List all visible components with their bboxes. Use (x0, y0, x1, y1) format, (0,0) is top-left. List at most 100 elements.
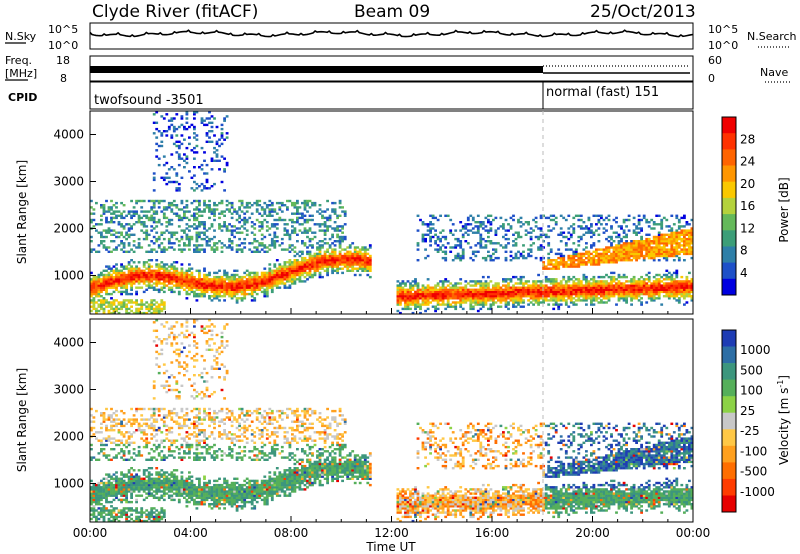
power-cell (627, 290, 631, 294)
power-cell (622, 286, 626, 289)
power-cell (112, 269, 116, 272)
power-cell (637, 214, 641, 217)
power-cell (665, 242, 669, 245)
power-cell (230, 282, 234, 285)
power-cell (474, 225, 478, 228)
power-cell (677, 227, 681, 230)
power-cell (120, 216, 123, 220)
power-cell (210, 246, 214, 249)
power-cell (610, 288, 613, 291)
power-cell (326, 256, 329, 260)
power-cell (683, 252, 686, 256)
velocity-cell (105, 443, 108, 447)
power-cell (424, 237, 427, 241)
power-cell (105, 275, 108, 279)
power-cell (225, 278, 229, 281)
velocity-cell (95, 488, 98, 491)
velocity-cell (112, 473, 116, 476)
power-cell (358, 256, 362, 260)
power-cell (507, 229, 510, 232)
power-cell (240, 225, 244, 228)
power-cell (552, 280, 556, 283)
power-cell (635, 256, 638, 260)
power-cell (270, 214, 274, 217)
power-cell (662, 244, 666, 247)
power-cell (122, 227, 126, 230)
power-cell (549, 218, 553, 222)
power-cell (657, 282, 661, 285)
power-cell (514, 244, 518, 247)
power-cell (198, 284, 201, 287)
power-cell (461, 286, 465, 289)
power-cell (564, 299, 568, 302)
power-cell (303, 231, 307, 234)
power-cell (135, 286, 138, 289)
power-cell (223, 244, 226, 247)
power-cell (416, 295, 420, 298)
power-cell (534, 221, 538, 224)
power-cell (102, 284, 106, 287)
power-cell (640, 237, 643, 241)
power-cell (223, 170, 226, 173)
power-cell (610, 290, 613, 294)
power-cell (414, 305, 417, 308)
power-cell (637, 256, 641, 260)
power-cell (185, 292, 189, 296)
power-cell (233, 229, 236, 232)
power-cell (645, 254, 649, 258)
power-cell (205, 117, 209, 120)
power-cell (559, 261, 563, 264)
power-cell (474, 244, 478, 247)
power-cell (484, 288, 488, 291)
power-cell (223, 282, 226, 285)
power-cell (635, 248, 638, 251)
power-cell (660, 252, 664, 256)
power-cell (100, 295, 103, 298)
power-cell (642, 246, 646, 249)
power-cell (137, 199, 141, 203)
power-cell (150, 229, 154, 232)
power-cell (635, 254, 638, 258)
power-cell (280, 282, 284, 285)
power-cell (657, 237, 661, 241)
power-cell (667, 292, 671, 296)
power-cell (517, 278, 520, 281)
power-cell (293, 275, 297, 279)
power-cell (122, 235, 126, 239)
power-cell (446, 305, 450, 308)
power-cell (527, 303, 530, 306)
power-cell (680, 292, 684, 296)
power-cell (504, 301, 508, 304)
velocity-cell (107, 513, 111, 516)
power-cell (112, 280, 116, 283)
power-cell (326, 250, 329, 253)
power-cell (245, 218, 249, 222)
power-cell (107, 305, 111, 308)
power-cell (291, 204, 294, 207)
power-cell (125, 303, 128, 306)
power-cell (177, 282, 181, 285)
power-cell (675, 250, 679, 253)
power-cell (172, 271, 176, 275)
power-cell (532, 280, 535, 283)
power-cell (331, 252, 334, 256)
power-cell (220, 155, 224, 158)
power-cell (414, 297, 417, 300)
power-cell (487, 214, 490, 217)
power-cell (316, 248, 319, 251)
velocity-cell (97, 498, 101, 502)
power-cell (504, 290, 508, 294)
power-cell (210, 237, 214, 241)
power-cell (564, 261, 568, 264)
power-cell (258, 288, 262, 291)
power-cell (683, 284, 686, 287)
power-cell (662, 273, 666, 277)
power-cell (509, 227, 513, 230)
power-cell (132, 210, 136, 213)
power-cell (283, 227, 287, 230)
power-cell (657, 286, 661, 289)
power-cell (293, 271, 297, 275)
power-cell (321, 259, 324, 262)
power-cell (637, 250, 641, 253)
power-cell (210, 290, 214, 294)
